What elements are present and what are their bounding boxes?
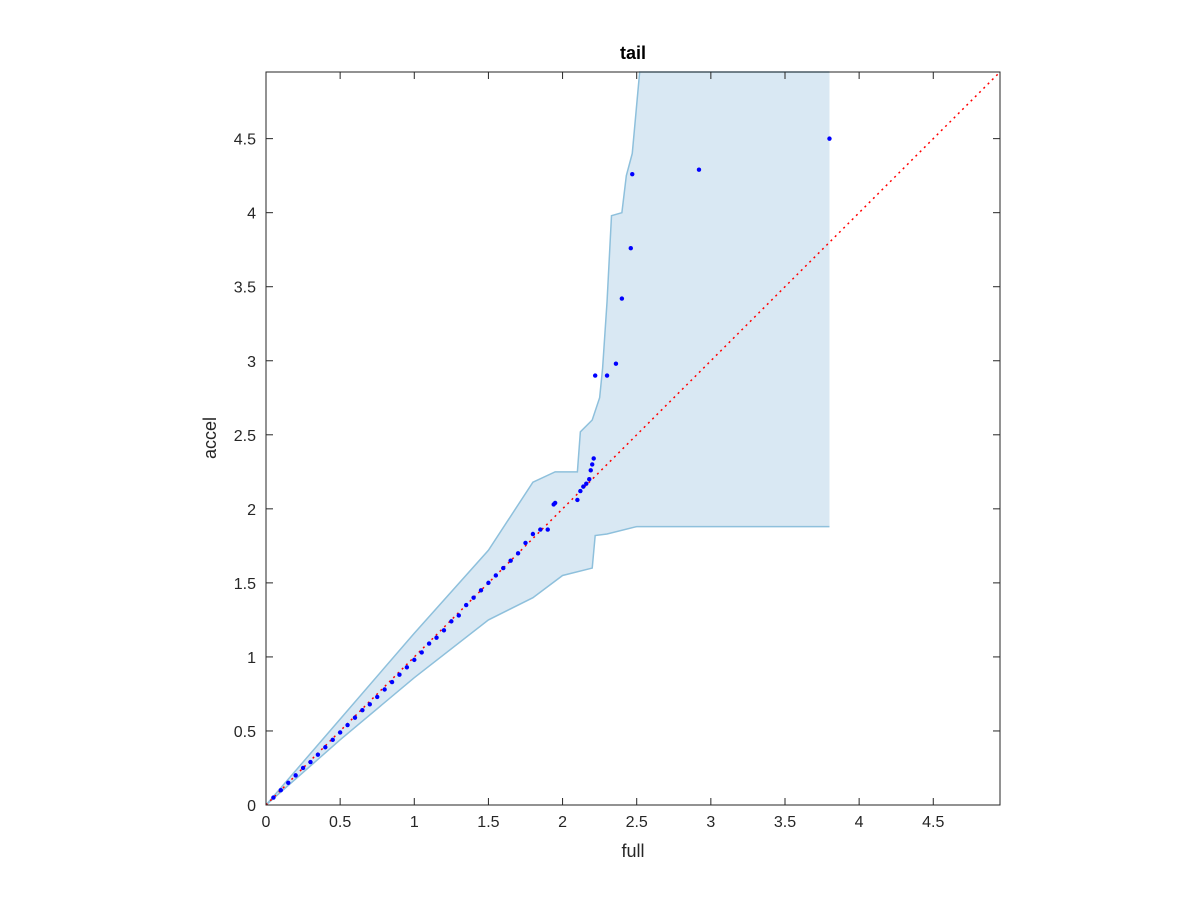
y-tick-label: 2 [247,502,256,519]
data-point [530,531,536,537]
data-point [493,573,499,578]
data-point [389,679,395,685]
x-tick-label: 4.5 [922,814,944,831]
data-point [581,484,586,489]
x-tick-label: 3.5 [774,814,796,831]
data-point [278,787,284,793]
data-point [501,565,506,571]
y-tick-label: 1.5 [234,576,256,593]
x-tick-label: 1 [410,814,419,831]
x-tick-label: 4 [855,814,864,831]
data-point [323,745,328,750]
data-point [345,722,350,728]
data-point [463,602,469,608]
data-point [434,635,439,640]
data-point [584,481,589,486]
data-point [330,737,335,743]
x-axis-label: full [621,841,644,861]
y-axis-label: accel [200,417,220,459]
data-point [628,246,633,251]
band-fill [266,72,830,805]
y-tick-label: 0 [247,798,256,815]
data-point [613,361,619,366]
data-point [587,477,592,482]
axes [265,71,1001,806]
data-point [449,619,454,624]
scatter-series [271,136,832,800]
data-point [271,795,276,800]
data-point [827,136,832,141]
data-point [478,588,484,593]
y-tick-label: 1 [247,650,256,667]
data-point [590,462,595,467]
x-ticks: 0 0.5 1 1.5 2 2.5 3 3.5 4 4.5 [262,72,944,831]
data-point [696,167,702,172]
data-point [397,672,402,677]
data-point [486,580,491,586]
y-tick-label: 2.5 [234,428,256,445]
data-point [367,702,372,707]
y-tick-label: 3.5 [234,280,256,297]
data-point [592,373,598,378]
data-point [412,657,417,663]
data-point [552,500,558,506]
data-point [575,497,580,503]
confidence-band [265,71,830,806]
data-point [360,708,365,713]
data-point [286,780,291,785]
data-point [300,765,306,771]
data-point [426,641,432,646]
data-point [523,540,528,546]
x-tick-label: 1.5 [477,814,499,831]
reference-diagonal-line [265,71,1001,806]
data-point [419,650,424,655]
chart-title: tail [620,43,646,63]
data-point [604,373,610,378]
reference-line [265,71,1001,806]
data-point [588,468,593,473]
x-tick-label: 3 [706,814,715,831]
y-tick-label: 4 [247,206,256,223]
data-point [619,296,625,301]
data-point [545,527,550,532]
data-point [591,456,596,461]
data-point [337,730,343,735]
x-tick-label: 0 [262,814,271,831]
data-point [293,773,298,778]
data-point [538,527,543,532]
data-point [375,694,380,700]
axes-box [265,71,1001,806]
y-ticks: 0 0.5 1 1.5 2 2.5 3 3.5 4 4.5 [234,132,1000,815]
data-point [515,551,521,556]
data-point [630,171,635,177]
y-tick-label: 0.5 [234,724,256,741]
x-tick-label: 0.5 [329,814,351,831]
data-point [508,558,513,563]
data-point [315,752,321,757]
x-tick-label: 2.5 [626,814,648,831]
data-point [352,715,358,720]
y-tick-label: 4.5 [234,132,256,149]
x-tick-label: 2 [558,814,567,831]
data-point [404,665,410,670]
data-point [578,488,583,494]
data-point [456,613,461,618]
band-lower-edge [265,525,830,806]
data-point [471,595,476,600]
band-upper-edge [265,71,830,806]
data-point [441,628,447,633]
data-point [382,687,387,692]
y-tick-label: 3 [247,354,256,371]
data-point [308,759,313,765]
